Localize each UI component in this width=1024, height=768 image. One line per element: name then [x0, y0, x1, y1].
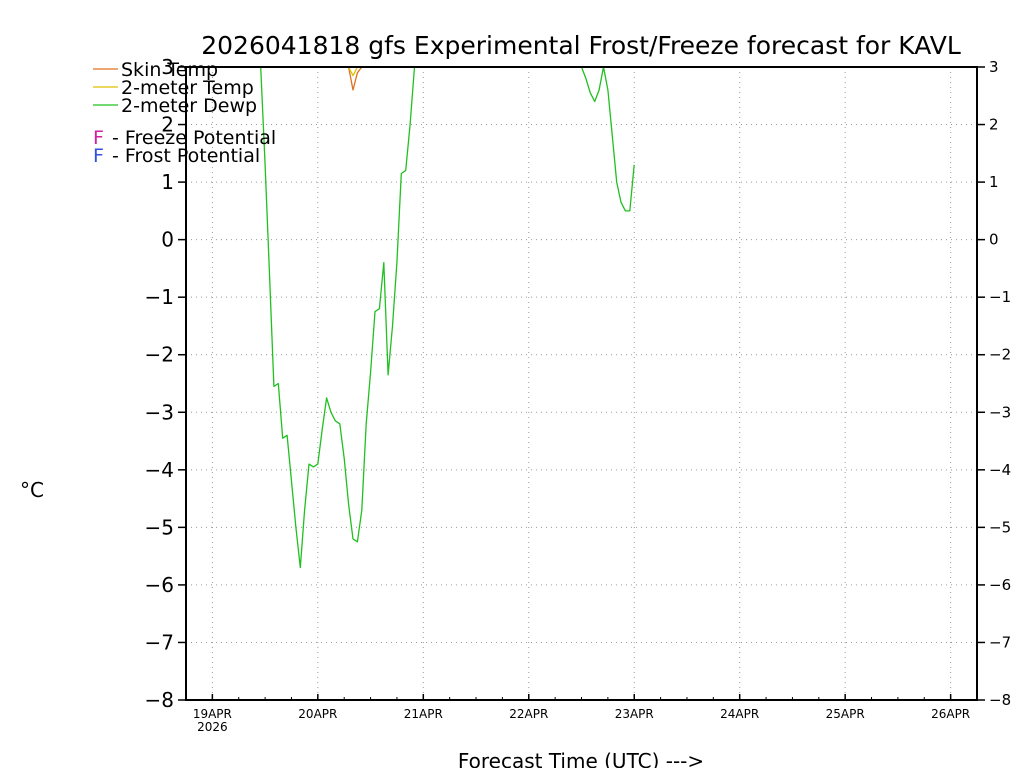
y-tick-label-left: −3 — [145, 400, 174, 424]
y-tick-label-left: 0 — [161, 228, 174, 252]
y-tick-label-right: −1 — [989, 288, 1011, 306]
y-tick-label-left: −2 — [145, 343, 174, 367]
y-tick-label-left: −8 — [145, 688, 174, 712]
x-tick-label: 22APR — [509, 707, 548, 721]
y-tick-label-left: 3 — [161, 55, 174, 79]
y-tick-label-right: 0 — [989, 231, 999, 249]
y-tick-label-left: −1 — [145, 285, 174, 309]
freeze-potential-marker: F — [93, 127, 104, 149]
frost-potential-label: - Frost Potential — [106, 145, 260, 167]
series-line-2-meter-dewp — [260, 67, 428, 569]
y-tick-label-right: −4 — [989, 461, 1011, 479]
y-tick-label-left: −5 — [145, 515, 174, 539]
legend-label-2m-dewp: 2-meter Dewp — [121, 95, 257, 117]
series-lines — [260, 67, 635, 569]
grid-lines — [186, 67, 977, 700]
y-tick-label-left: −6 — [145, 573, 174, 597]
x-tick-label: 19APR — [193, 707, 232, 721]
y-tick-label-right: −3 — [989, 403, 1011, 421]
freeze-potential-label: - Freeze Potential — [106, 127, 276, 149]
y-tick-label-right: 3 — [989, 58, 999, 76]
y-tick-label-right: −5 — [989, 518, 1011, 536]
y-tick-label-right: −8 — [989, 691, 1011, 709]
axis-ticks — [178, 66, 985, 701]
y-tick-label-left: 2 — [161, 113, 174, 137]
y-tick-label-right: 2 — [989, 116, 999, 134]
y-tick-label-right: −6 — [989, 576, 1011, 594]
legend: Skin Temp 2-meter Temp 2-meter Dewp F - … — [93, 59, 276, 167]
y-tick-label-right: −7 — [989, 633, 1011, 651]
x-tick-label: 25APR — [826, 707, 865, 721]
y-tick-label-left: −4 — [145, 458, 174, 482]
y-tick-label-right: −2 — [989, 346, 1011, 364]
frost-potential-marker: F — [93, 145, 104, 167]
x-tick-label: 23APR — [615, 707, 654, 721]
series-line-skin-temp — [347, 67, 363, 91]
series-line-2-meter-dewp — [580, 67, 635, 212]
x-tick-label: 20APR — [298, 707, 337, 721]
x-year-label: 2026 — [197, 720, 228, 734]
chart-title: 2026041818 gfs Experimental Frost/Freeze… — [201, 31, 961, 60]
y-tick-label-left: 1 — [161, 170, 174, 194]
axis-labels: 3 3 2 2 1 1 0 0 −1 −1 −2 −2 −3 −3 −4 −4 −5 −5 −6 −6 −7 −7 −8 −8… — [145, 55, 1012, 734]
legend-label-skin-temp: Skin Temp — [121, 59, 218, 81]
y-axis-title: °C — [20, 478, 44, 502]
x-tick-label: 24APR — [720, 707, 759, 721]
x-tick-label: 26APR — [931, 707, 970, 721]
y-tick-label-right: 1 — [989, 173, 999, 191]
plot-frame — [185, 66, 978, 701]
series-line-2-meter-temp — [348, 67, 358, 77]
x-axis-title: Forecast Time (UTC) ---> — [458, 749, 704, 768]
legend-label-2m-temp: 2-meter Temp — [121, 77, 254, 99]
x-tick-label: 21APR — [404, 707, 443, 721]
y-tick-label-left: −7 — [145, 630, 174, 654]
